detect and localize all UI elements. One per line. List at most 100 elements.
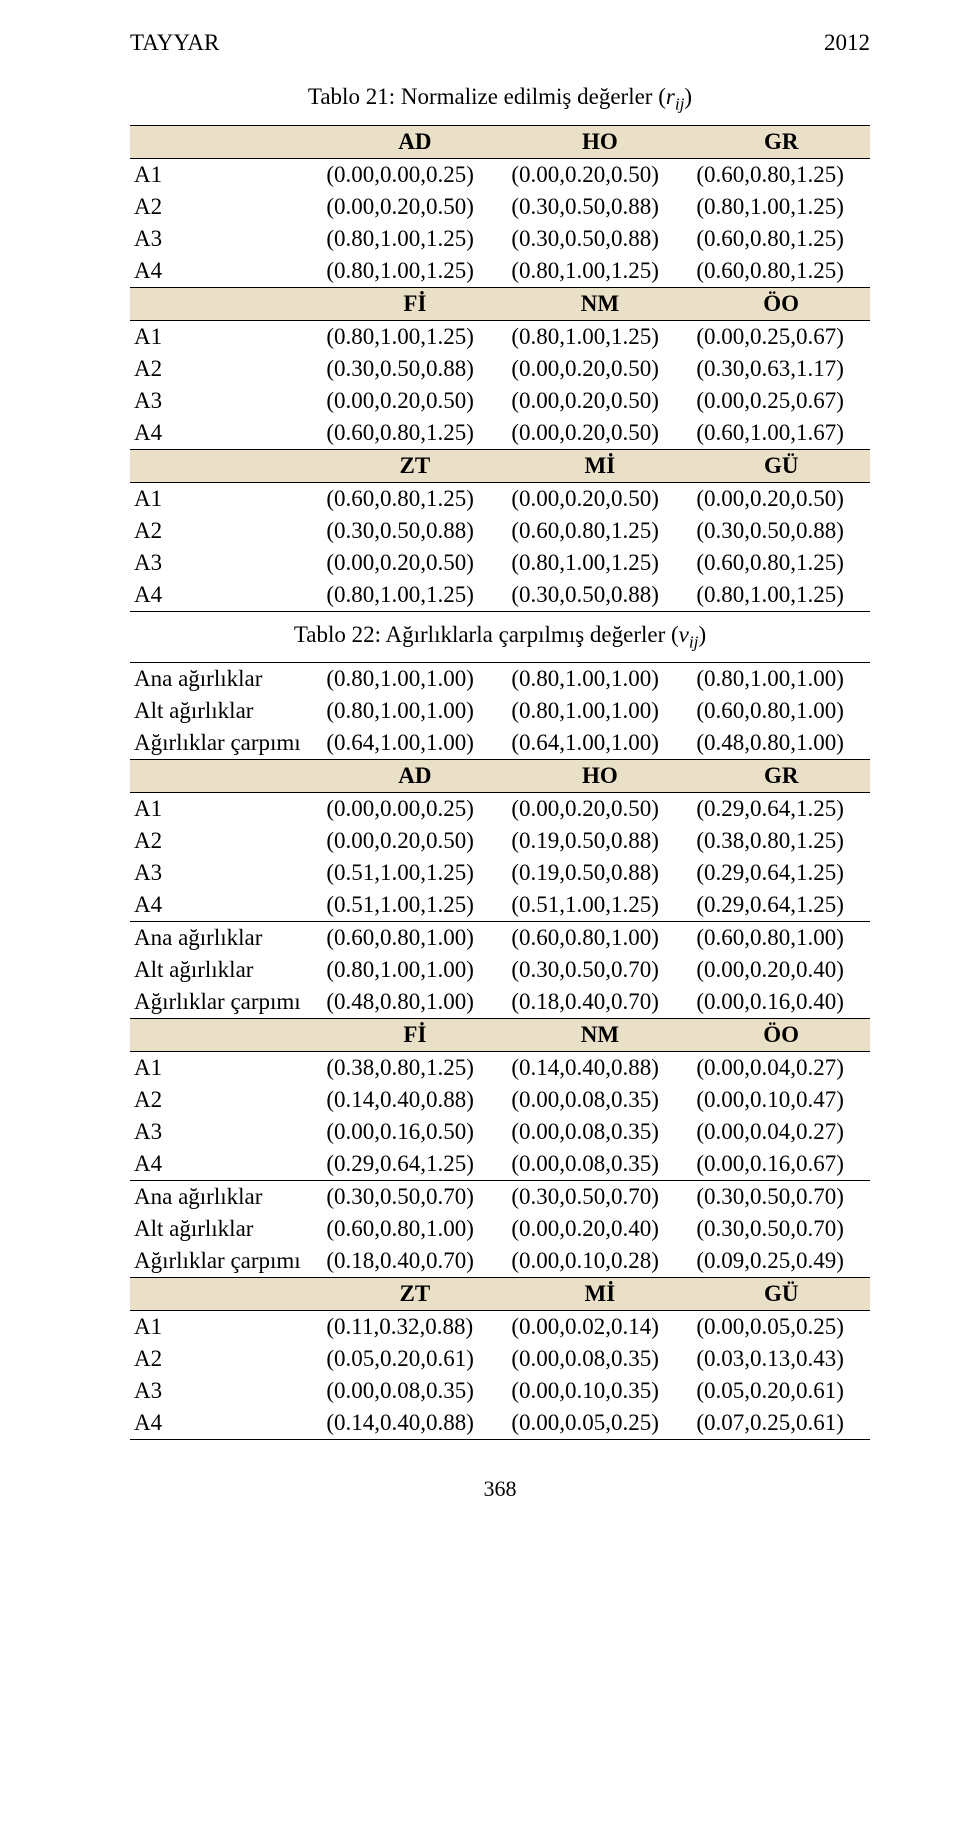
cell: (0.30,0.50,0.88) (507, 579, 692, 612)
cell: (0.51,1.00,1.25) (322, 857, 507, 889)
table-row: A4(0.29,0.64,1.25)(0.00,0.08,0.35)(0.00,… (130, 1148, 870, 1181)
table-row: Ana ağırlıklar (0.30,0.50,0.70)(0.30,0.50… (130, 1181, 870, 1214)
cell: (0.48,0.80,1.00) (322, 986, 507, 1019)
cell: (0.00,0.05,0.25) (692, 1311, 870, 1344)
col-header: Mİ (507, 449, 692, 482)
table-row: A1(0.60,0.80,1.25)(0.00,0.20,0.50)(0.00,… (130, 482, 870, 515)
cell: (0.30,0.50,0.70) (692, 1181, 870, 1214)
cell: (0.00,0.20,0.50) (322, 547, 507, 579)
col-header: HO (507, 125, 692, 158)
row-label: A3 (130, 1375, 322, 1407)
col-header-blank (130, 287, 322, 320)
cell: (0.80,1.00,1.00) (692, 663, 870, 696)
cell: (0.00,0.20,0.40) (692, 954, 870, 986)
cell: (0.14,0.40,0.88) (507, 1052, 692, 1085)
cell: (0.00,0.20,0.50) (322, 825, 507, 857)
table-row: A3(0.51,1.00,1.25)(0.19,0.50,0.88)(0.29,… (130, 857, 870, 889)
cell: (0.19,0.50,0.88) (507, 857, 692, 889)
cell: (0.05,0.20,0.61) (322, 1343, 507, 1375)
row-label: A1 (130, 1052, 322, 1085)
table-row: AD HO GR (130, 760, 870, 793)
cell: (0.60,0.80,1.00) (322, 922, 507, 955)
col-header-blank (130, 1019, 322, 1052)
col-header: NM (507, 287, 692, 320)
cell: (0.00,0.00,0.25) (322, 158, 507, 191)
page: TAYYAR 2012 Tablo 21: Normalize edilmiş … (0, 0, 960, 1542)
row-label: A4 (130, 889, 322, 922)
row-label: Ana ağırlıklar (130, 1181, 322, 1214)
table-row: A3(0.80,1.00,1.25)(0.30,0.50,0.88)(0.60,… (130, 223, 870, 255)
table-row: A3(0.00,0.08,0.35)(0.00,0.10,0.35)(0.05,… (130, 1375, 870, 1407)
cell: (0.29,0.64,1.25) (322, 1148, 507, 1181)
row-label: A4 (130, 1407, 322, 1440)
cell: (0.00,0.05,0.25) (507, 1407, 692, 1440)
cell: (0.30,0.50,0.70) (507, 1181, 692, 1214)
cell: (0.30,0.63,1.17) (692, 353, 870, 385)
table-row: A1(0.00,0.00,0.25)(0.00,0.20,0.50)(0.60,… (130, 158, 870, 191)
caption1-sub: ij (675, 95, 685, 114)
cell: (0.11,0.32,0.88) (322, 1311, 507, 1344)
table-row: Alt ağırlıklar(0.60,0.80,1.00)(0.00,0.20… (130, 1213, 870, 1245)
col-header: AD (322, 125, 507, 158)
table-row: A4(0.80,1.00,1.25)(0.30,0.50,0.88)(0.80,… (130, 579, 870, 612)
col-header: GÜ (692, 1278, 870, 1311)
row-label: A3 (130, 1116, 322, 1148)
cell: (0.60,0.80,1.25) (692, 547, 870, 579)
col-header-blank (130, 125, 322, 158)
col-header-blank (130, 449, 322, 482)
cell: (0.00,0.04,0.27) (692, 1116, 870, 1148)
cell: (0.80,1.00,1.25) (322, 255, 507, 288)
col-header: NM (507, 1019, 692, 1052)
table-row: A2(0.00,0.20,0.50)(0.30,0.50,0.88)(0.80,… (130, 191, 870, 223)
cell: (0.18,0.40,0.70) (322, 1245, 507, 1278)
table-row: ZT Mİ GÜ (130, 449, 870, 482)
row-label: A1 (130, 793, 322, 826)
cell: (0.00,0.20,0.50) (507, 353, 692, 385)
cell: (0.60,1.00,1.67) (692, 417, 870, 450)
caption2-suffix: ) (698, 622, 706, 647)
row-label: A2 (130, 515, 322, 547)
cell: (0.00,0.20,0.50) (322, 385, 507, 417)
page-number: 368 (130, 1476, 870, 1502)
col-header-blank (130, 760, 322, 793)
cell: (0.80,1.00,1.25) (507, 547, 692, 579)
col-header: ÖO (692, 287, 870, 320)
row-label: A4 (130, 579, 322, 612)
cell: (0.00,0.04,0.27) (692, 1052, 870, 1085)
header-right: 2012 (824, 30, 870, 56)
cell: (0.00,0.20,0.50) (322, 191, 507, 223)
cell: (0.00,0.20,0.50) (507, 417, 692, 450)
cell: (0.80,1.00,1.25) (322, 320, 507, 353)
cell: (0.00,0.08,0.35) (507, 1084, 692, 1116)
cell: (0.80,1.00,1.25) (692, 191, 870, 223)
table-row: A3(0.00,0.20,0.50)(0.00,0.20,0.50)(0.00,… (130, 385, 870, 417)
cell: (0.00,0.20,0.50) (692, 482, 870, 515)
cell: (0.14,0.40,0.88) (322, 1084, 507, 1116)
caption1-var: r (666, 84, 675, 109)
col-header-blank (130, 1278, 322, 1311)
table-row: Alt ağırlıklar(0.80,1.00,1.00)(0.80,1.00… (130, 695, 870, 727)
cell: (0.51,1.00,1.25) (322, 889, 507, 922)
row-label: A2 (130, 191, 322, 223)
cell: (0.00,0.08,0.35) (507, 1148, 692, 1181)
table-row: A1(0.80,1.00,1.25)(0.80,1.00,1.25)(0.00,… (130, 320, 870, 353)
table21: AD HO GR A1(0.00,0.00,0.25)(0.00,0.20,0.… (130, 125, 870, 612)
cell: (0.60,0.80,1.25) (692, 255, 870, 288)
table-row: A4(0.80,1.00,1.25)(0.80,1.00,1.25)(0.60,… (130, 255, 870, 288)
cell: (0.30,0.50,0.88) (507, 223, 692, 255)
table22-caption: Tablo 22: Ağırlıklarla çarpılmış değerle… (130, 622, 870, 653)
cell: (0.80,1.00,1.00) (507, 695, 692, 727)
row-label: A4 (130, 417, 322, 450)
table-row: A3(0.00,0.20,0.50)(0.80,1.00,1.25)(0.60,… (130, 547, 870, 579)
running-head: TAYYAR 2012 (130, 30, 870, 56)
row-label: Ana ağırlıklar (130, 663, 322, 696)
caption2-var: v (679, 622, 689, 647)
row-label: A3 (130, 223, 322, 255)
cell: (0.00,0.08,0.35) (507, 1343, 692, 1375)
table-row: Ana ağırlıklar(0.80,1.00,1.00)(0.80,1.00… (130, 663, 870, 696)
row-label: Ağırlıklar çarpımı (130, 986, 322, 1019)
row-label: A2 (130, 825, 322, 857)
col-header: GR (692, 760, 870, 793)
cell: (0.80,1.00,1.00) (507, 663, 692, 696)
cell: (0.80,1.00,1.00) (322, 663, 507, 696)
